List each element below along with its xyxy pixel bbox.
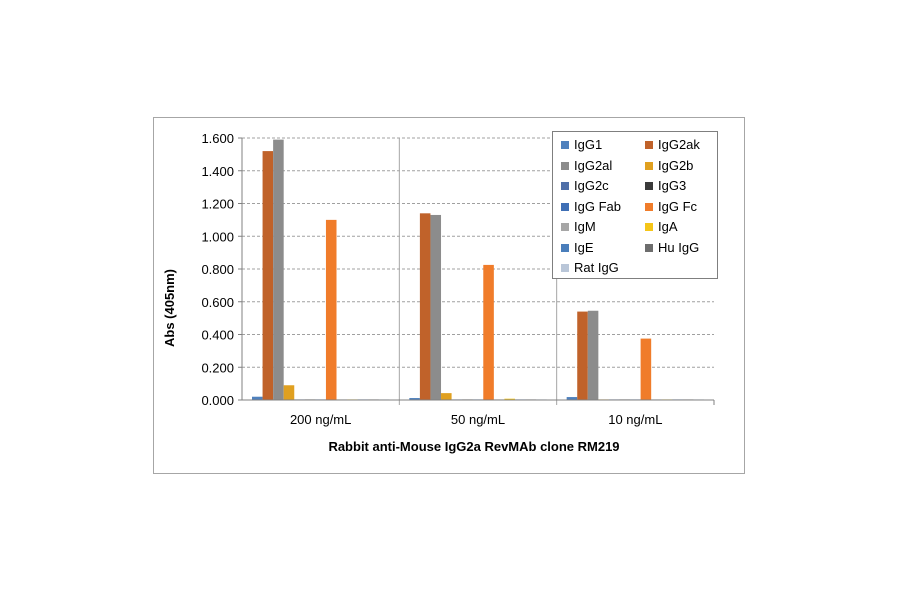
legend-swatch <box>561 223 569 231</box>
y-tick-label: 1.000 <box>201 229 234 244</box>
legend-swatch <box>645 202 653 211</box>
legend-label: IgG2b <box>658 157 694 173</box>
bars <box>252 139 704 400</box>
legend-swatch <box>645 223 653 231</box>
bar-igg-fc <box>325 219 337 400</box>
legend-swatch <box>561 243 569 252</box>
legend-label: IgG Fc <box>658 198 698 214</box>
bar-iga <box>504 398 515 400</box>
legend-swatch <box>645 243 653 252</box>
legend-swatch <box>645 141 653 149</box>
bar-igg1 <box>409 398 420 400</box>
bar-igg2al <box>273 139 284 400</box>
y-axis-title: Abs (405nm) <box>162 269 177 347</box>
chart-legend: IgG1 IgG2ak IgG2al IgG2b IgG2c IgG3 IgG Fab IgG… <box>552 131 718 279</box>
axes: 0.000 0.200 0.400 0.600 0.800 1.000 1.200 1.400… <box>201 131 715 427</box>
legend-swatch <box>645 182 653 190</box>
y-tick-label: 1.200 <box>201 197 234 212</box>
bar-igg2b <box>283 385 295 400</box>
bar-igg2ak <box>262 151 274 400</box>
legend-label: IgG2al <box>574 157 613 173</box>
y-tick-label: 0.800 <box>201 262 234 277</box>
legend-label: IgG1 <box>574 137 603 152</box>
y-tick-label: 0.000 <box>201 393 234 408</box>
bar-igg2ak <box>577 311 588 400</box>
legend-label: IgE <box>574 239 594 255</box>
legend-swatch <box>561 264 569 272</box>
bar-igg2al <box>587 310 599 400</box>
legend-label: Hu IgG <box>658 239 700 255</box>
legend-label: IgM <box>574 219 596 234</box>
legend-label: Rat IgG <box>574 260 619 275</box>
legend-label: IgG2ak <box>658 137 700 152</box>
x-tick-label: 10 ng/mL <box>608 412 662 427</box>
legend-label: IgG3 <box>658 178 687 193</box>
bar-igg2ak <box>419 213 431 400</box>
bar-chart: 0.000 0.200 0.400 0.600 0.800 1.000 1.200 1.400… <box>162 131 715 454</box>
legend-swatch <box>561 161 569 170</box>
x-tick-label: 50 ng/mL <box>451 412 505 427</box>
legend-swatch <box>561 182 569 190</box>
y-tick-label: 0.200 <box>201 360 234 375</box>
legend-swatch <box>645 161 653 170</box>
bar-igg-fc <box>483 264 494 400</box>
x-tick-label: 200 ng/mL <box>290 412 351 427</box>
y-tick-label: 0.600 <box>201 295 234 310</box>
bar-igg2al <box>430 214 442 400</box>
legend-label: IgG Fab <box>574 198 621 214</box>
y-tick-label: 1.600 <box>201 131 234 146</box>
bar-igg1 <box>566 397 578 400</box>
legend-label: IgA <box>658 219 678 234</box>
x-axis-title: Rabbit anti-Mouse IgG2a RevMAb clone RM2… <box>328 439 619 454</box>
y-tick-label: 1.400 <box>201 164 234 179</box>
bar-igg-fc <box>640 338 652 400</box>
bar-igg2b <box>441 393 452 400</box>
y-tick-label: 0.400 <box>201 328 234 343</box>
legend-swatch <box>561 202 569 211</box>
legend-label: IgG2c <box>574 178 609 193</box>
bar-igg1 <box>252 396 263 400</box>
legend-swatch <box>561 141 569 149</box>
